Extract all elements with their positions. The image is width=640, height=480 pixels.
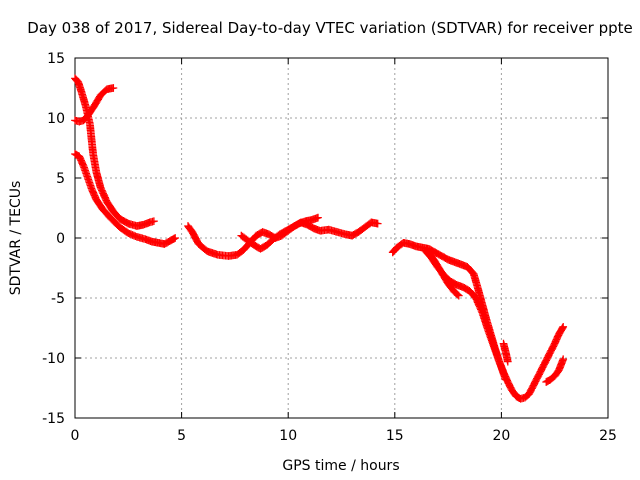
data-point (543, 353, 552, 362)
data-point (529, 381, 538, 390)
series-segment-e (237, 213, 322, 253)
x-tick-labels: 0 5 10 15 20 25 (71, 428, 617, 444)
series-segment-d (184, 218, 382, 260)
y-tick-label: 5 (56, 171, 65, 187)
data-point (550, 341, 558, 349)
data-point (453, 290, 462, 299)
chart-title: Day 038 of 2017, Sidereal Day-to-day VTE… (27, 19, 632, 37)
data-point (548, 343, 557, 352)
axis-ticks (74, 57, 609, 419)
x-tick-label: 5 (177, 428, 186, 444)
data-point (503, 357, 512, 366)
data-point (545, 349, 554, 358)
series-segment-h (425, 248, 463, 300)
data-point (544, 352, 553, 361)
y-tick-label: 10 (47, 111, 65, 127)
x-tick-label: 10 (279, 428, 297, 444)
series-segment-f (388, 238, 568, 403)
x-tick-label: 25 (599, 428, 617, 444)
data-point (558, 324, 567, 332)
y-tick-label: -10 (42, 351, 65, 367)
series-segment-a (71, 74, 158, 230)
x-axis-label: GPS time / hours (282, 458, 399, 474)
data-point (528, 384, 536, 393)
data-point (506, 382, 514, 391)
data-point (504, 379, 513, 388)
data-point (150, 217, 158, 226)
y-axis-label: SDTVAR / TECUs (8, 181, 24, 296)
y-tick-label: -15 (42, 411, 65, 427)
data-point (471, 294, 480, 302)
data-point (538, 364, 546, 373)
data-point (543, 355, 551, 363)
data-point (548, 345, 556, 354)
grid-lines (75, 58, 608, 418)
x-tick-label: 15 (386, 428, 404, 444)
data-point (475, 301, 483, 310)
data-point (538, 363, 547, 372)
y-tick-label: 0 (56, 231, 65, 247)
data-point (559, 355, 568, 364)
data-point (314, 213, 322, 222)
data-point (535, 369, 544, 377)
data-marks (71, 74, 568, 403)
data-point (545, 350, 553, 359)
data-point (541, 357, 550, 366)
data-point (530, 378, 539, 387)
y-tick-label: -5 (51, 291, 65, 307)
data-point (525, 390, 533, 398)
data-point (536, 367, 545, 376)
data-point (99, 189, 107, 198)
data-point (505, 380, 514, 389)
data-point (534, 371, 543, 380)
x-tick-label: 0 (71, 428, 80, 444)
data-point (535, 370, 543, 379)
data-point (537, 366, 546, 375)
x-tick-label: 20 (492, 428, 510, 444)
data-point (525, 388, 534, 397)
data-point (530, 380, 538, 389)
data-point (501, 375, 510, 384)
data-point (549, 342, 558, 351)
y-tick-label: 15 (47, 51, 65, 67)
data-point (171, 234, 180, 242)
data-point (528, 383, 537, 391)
data-point (542, 356, 551, 365)
data-point (531, 377, 540, 386)
series-segment-b (71, 84, 118, 126)
series-segment-i (499, 339, 512, 366)
data-point (559, 322, 568, 331)
data-point (454, 291, 463, 300)
series-segment-c (71, 150, 180, 248)
data-point (532, 376, 541, 384)
y-tick-labels: -15 -10 -5 0 5 10 15 (42, 51, 65, 427)
series-segment-j (542, 355, 568, 386)
data-point (373, 219, 382, 228)
data-point (109, 84, 118, 92)
data-point (540, 359, 549, 368)
